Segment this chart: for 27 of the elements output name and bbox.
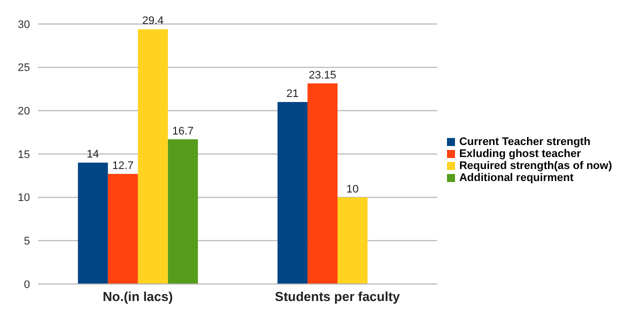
data-label: 14 (86, 148, 100, 161)
data-label: 23.15 (308, 69, 336, 82)
y-tick-label: 15 (18, 148, 30, 161)
data-label: 16.7 (172, 125, 194, 138)
y-tick-label: 25 (18, 62, 30, 74)
bar (308, 83, 338, 284)
x-tick-label: Students per faculty (274, 289, 401, 304)
y-tick-label: 5 (24, 236, 30, 248)
bar (338, 197, 368, 284)
legend-label: Required strength(as of now) (459, 160, 612, 172)
bar (138, 29, 168, 284)
y-tick-label: 10 (18, 192, 30, 204)
bar (168, 139, 198, 284)
x-tick-label: No.(in lacs) (102, 289, 173, 304)
bar (78, 162, 108, 284)
bar (278, 102, 308, 284)
y-tick-label: 30 (18, 18, 30, 31)
data-label: 12.7 (112, 160, 134, 172)
y-tick-label: 0 (24, 278, 30, 291)
data-label: 10 (346, 183, 359, 196)
legend-label: Exluding ghost teacher (459, 148, 581, 160)
y-tick-label: 20 (18, 106, 30, 118)
legend-label: Current Teacher strength (459, 136, 590, 148)
bar (108, 174, 138, 284)
data-label: 29.4 (142, 15, 164, 28)
legend-label: Additional requirment (459, 172, 574, 184)
data-label: 21 (286, 88, 299, 100)
